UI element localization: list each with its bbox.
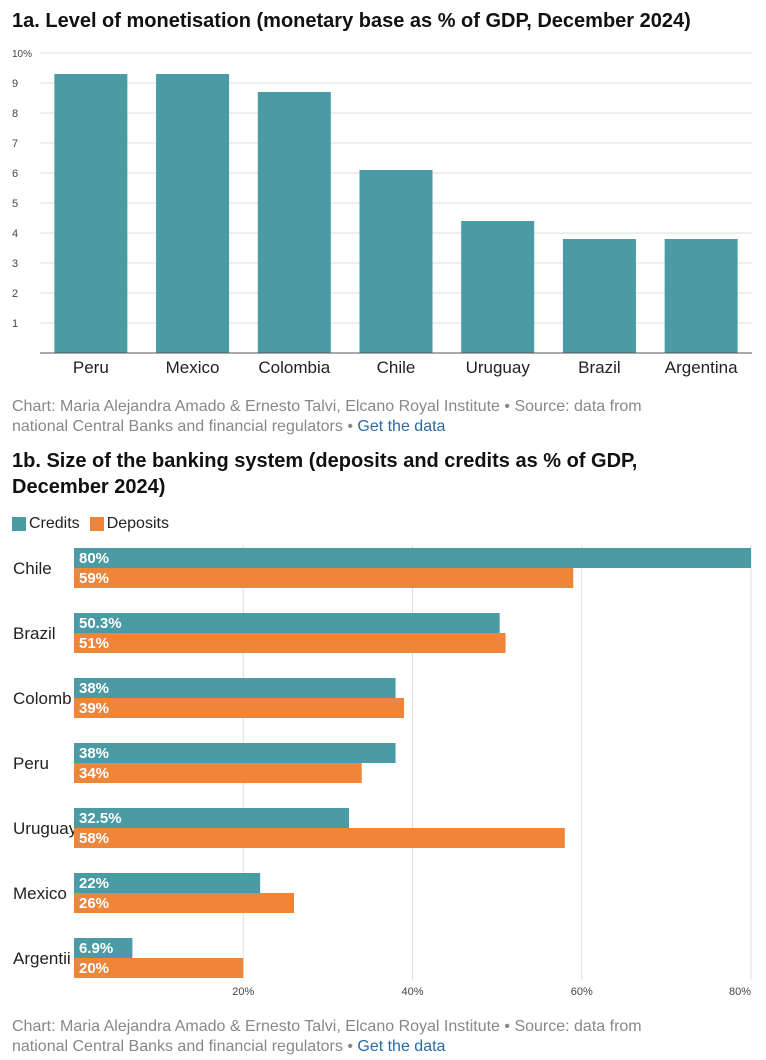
x-tick-label: Colombia <box>258 358 330 377</box>
data-label: 51% <box>79 635 109 652</box>
x-tick-label: 60% <box>571 986 593 998</box>
x-tick-label: Brazil <box>578 358 621 377</box>
data-label: 50.3% <box>79 615 122 632</box>
chart-1a-title: 1a. Level of monetisation (monetary base… <box>12 10 691 32</box>
data-label: 26% <box>79 895 109 912</box>
bar-credits <box>74 808 350 828</box>
category-label: Argentii <box>13 949 71 968</box>
chart-1b: 20% 40% 60% 80% Chile 80% 59% Brazil 50.3% 51% Col… <box>13 545 752 998</box>
bar-deposits <box>74 763 362 783</box>
chart-1a-credit: Chart: Maria Alejandra Amado & Ernesto T… <box>12 397 642 437</box>
x-tick-label: 20% <box>232 986 254 998</box>
chart-1a-credit-line1: Chart: Maria Alejandra Amado & Ernesto T… <box>12 398 642 415</box>
y-tick-label: 4 <box>12 228 18 240</box>
x-tick-label: Uruguay <box>466 358 531 377</box>
data-label: 38% <box>79 680 109 697</box>
chart-1b-credit-line2: national Central Banks and financial reg… <box>12 1037 642 1057</box>
bar-chile <box>359 170 433 353</box>
data-label: 6.9% <box>79 940 113 957</box>
legend-deposits-label: Deposits <box>106 515 169 532</box>
bar-credits <box>74 548 751 568</box>
bar-deposits <box>74 633 506 653</box>
chart-1b-get-data-link[interactable]: Get the data <box>357 1038 446 1055</box>
chart-1b-credit-line1: Chart: Maria Alejandra Amado & Ernesto T… <box>12 1018 642 1035</box>
bar-deposits <box>74 828 565 848</box>
x-tick-label: Argentina <box>665 358 738 377</box>
bar-credits <box>74 873 261 893</box>
legend-deposits: Deposits <box>89 515 169 533</box>
chart-1b-credit-text: national Central Banks and financial reg… <box>12 1038 353 1055</box>
data-label: 39% <box>79 700 109 717</box>
category-label: Colomb <box>13 689 72 708</box>
category-label: Uruguay <box>13 819 78 838</box>
x-tick-label: 80% <box>729 986 751 998</box>
x-tick-label: Chile <box>377 358 416 377</box>
y-tick-label: 1 <box>12 318 18 330</box>
x-tick-label: Mexico <box>166 358 220 377</box>
chart-1b-legend: Credits Deposits <box>12 515 169 533</box>
data-label: 38% <box>79 745 109 762</box>
chart-1a-credit-line2: national Central Banks and financial reg… <box>12 417 642 437</box>
y-tick-label: 9 <box>12 78 18 90</box>
y-tick-label: 8 <box>12 108 18 120</box>
bar-credits <box>74 613 500 633</box>
category-label: Peru <box>13 754 49 773</box>
y-tick-label: 5 <box>12 198 18 210</box>
data-label: 20% <box>79 960 109 977</box>
chart-1b-title-line2: December 2024) <box>12 476 166 498</box>
bar-peru <box>54 74 128 353</box>
y-tick-label: 2 <box>12 288 18 300</box>
bar-brazil <box>562 239 636 353</box>
bar-credits <box>74 743 396 763</box>
legend-credits-swatch <box>12 517 26 531</box>
y-tick-label: 6 <box>12 168 18 180</box>
data-label: 22% <box>79 875 109 892</box>
bar-credits <box>74 938 133 958</box>
bar-mexico <box>156 74 230 353</box>
chart-1a-credit-text: national Central Banks and financial reg… <box>12 418 353 435</box>
data-label: 34% <box>79 765 109 782</box>
legend-deposits-swatch <box>89 517 104 531</box>
category-label: Mexico <box>13 884 67 903</box>
data-label: 80% <box>79 550 109 567</box>
legend-credits-label: Credits <box>29 515 80 532</box>
chart-1b-title-line1: 1b. Size of the banking system (deposits… <box>12 450 638 472</box>
chart-1b-credit: Chart: Maria Alejandra Amado & Ernesto T… <box>12 1017 642 1057</box>
legend-credits: Credits <box>12 515 80 533</box>
bar-deposits <box>74 958 244 978</box>
data-label: 32.5% <box>79 810 122 827</box>
chart-1a-get-data-link[interactable]: Get the data <box>357 418 446 435</box>
chart-1a: 1 2 3 4 5 6 7 8 9 10% Peru Mexico Colombia Chile Urugu… <box>12 49 752 377</box>
bar-credits <box>74 678 396 698</box>
category-label: Brazil <box>13 624 56 643</box>
bar-argentina <box>664 239 738 353</box>
bar-colombia <box>257 92 331 353</box>
y-tick-label: 10% <box>12 49 32 60</box>
data-label: 58% <box>79 830 109 847</box>
bar-deposits <box>74 568 574 588</box>
x-tick-label: Peru <box>73 358 109 377</box>
y-tick-label: 7 <box>12 138 18 150</box>
chart-1b-title: 1b. Size of the banking system (deposits… <box>12 448 637 500</box>
category-label: Chile <box>13 559 52 578</box>
y-tick-label: 3 <box>12 258 18 270</box>
bar-uruguay <box>461 221 535 353</box>
bar-deposits <box>74 698 405 718</box>
bar-deposits <box>74 893 295 913</box>
data-label: 59% <box>79 570 109 587</box>
x-tick-label: 40% <box>401 986 423 998</box>
